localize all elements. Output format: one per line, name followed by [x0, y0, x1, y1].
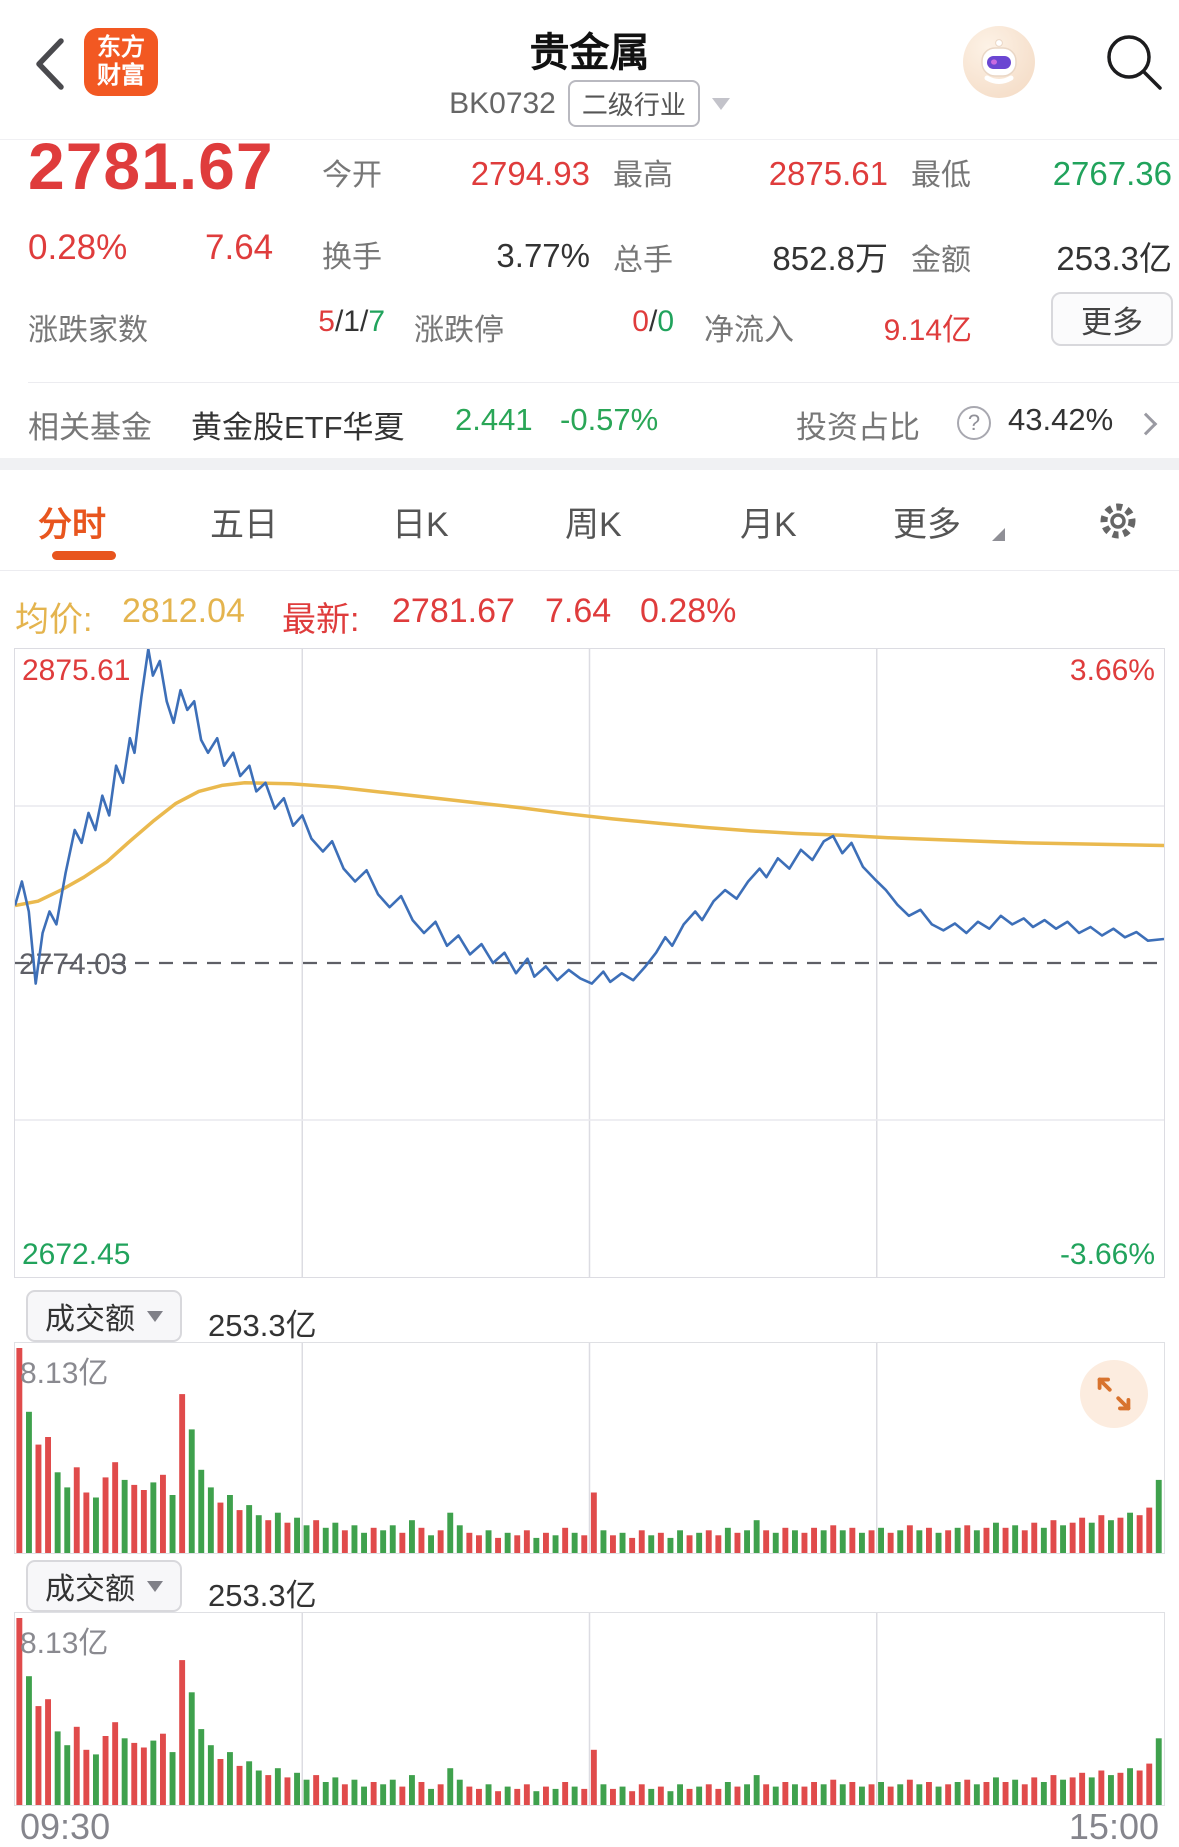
- dropdown-triangle-icon: [147, 1310, 163, 1322]
- limit-value: 0/0: [560, 305, 674, 339]
- volume-total-2: 253.3亿: [208, 1578, 317, 1613]
- volume-indicator-selector[interactable]: 成交额: [26, 1290, 182, 1342]
- volume-pane-2: [14, 1612, 1165, 1806]
- avg-price-label: 均价:: [15, 601, 93, 639]
- expand-arrows-icon: [1097, 1377, 1131, 1411]
- industry-level-tag[interactable]: 二级行业: [567, 80, 700, 127]
- stat-value-volume: 852.8万: [772, 240, 888, 277]
- app-header: 东方 财富 贵金属 BK0732 二级行业: [0, 0, 1179, 140]
- section-divider: [0, 458, 1179, 470]
- sep1: /: [334, 305, 344, 338]
- ratio-value: 43.42%: [1008, 402, 1114, 437]
- dropdown-triangle-icon: [147, 1580, 163, 1592]
- volume-max-label-2: 8.13亿: [20, 1627, 109, 1660]
- logo-line1: 东方: [97, 34, 145, 62]
- stat-label-amount: 金额: [911, 244, 971, 277]
- stat-label-high: 最高: [613, 159, 673, 192]
- stat-value-amount: 253.3亿: [1056, 240, 1172, 277]
- limit-up: 0: [632, 305, 649, 338]
- time-axis-start: 09:30: [20, 1806, 111, 1847]
- change-percent: 0.28%: [28, 228, 128, 267]
- chevron-right-icon[interactable]: [1134, 412, 1158, 436]
- latest-change-abs: 7.64: [545, 592, 612, 630]
- settings-gear-icon[interactable]: [1095, 498, 1141, 544]
- expand-chart-button[interactable]: [1080, 1360, 1148, 1428]
- active-tab-underline: [52, 551, 116, 560]
- corner-triangle-icon: [992, 528, 1005, 541]
- search-icon[interactable]: [1102, 30, 1166, 94]
- divider: [0, 570, 1179, 571]
- tab-weekly-k[interactable]: 周K: [565, 506, 622, 544]
- ratio-label: 投资占比: [796, 410, 920, 445]
- tab-minute-chart[interactable]: 分时: [38, 506, 106, 544]
- volume-total-1: 253.3亿: [208, 1308, 317, 1343]
- volume-indicator-selector-2[interactable]: 成交额: [26, 1560, 182, 1612]
- volume-max-label-1: 8.13亿: [20, 1357, 109, 1390]
- advancers-down: 7: [368, 305, 385, 338]
- tab-daily-k[interactable]: 日K: [392, 506, 449, 544]
- advancers-flat: 1: [343, 305, 360, 338]
- advancers-label: 涨跌家数: [28, 314, 148, 347]
- price-chart[interactable]: 2774.03: [14, 648, 1165, 1278]
- volume-pane-1: [14, 1342, 1165, 1554]
- more-stats-button[interactable]: 更多: [1051, 292, 1173, 346]
- stat-value-high: 2875.61: [768, 155, 888, 192]
- change-absolute: 7.64: [205, 228, 274, 267]
- stat-label-low: 最低: [911, 159, 971, 192]
- assistant-avatar[interactable]: [963, 26, 1035, 98]
- y-axis-pct-low-label: -3.66%: [1059, 1238, 1155, 1271]
- latest-change-pct: 0.28%: [640, 592, 737, 630]
- eastmoney-logo: 东方 财富: [84, 28, 158, 96]
- stat-label-open: 今开: [322, 159, 382, 192]
- y-axis-pct-high-label: 3.66%: [1069, 654, 1155, 687]
- advancers-up: 5: [318, 305, 335, 338]
- sep3: /: [648, 305, 658, 338]
- robot-icon: [981, 39, 1017, 84]
- stat-value-low: 2767.36: [1052, 155, 1172, 192]
- advancers-value: 5/1/7: [250, 305, 385, 339]
- volume-selector-label: 成交额: [45, 1303, 135, 1336]
- limit-label: 涨跌停: [414, 314, 504, 347]
- header-divider: [0, 139, 1179, 140]
- inflow-label: 净流入: [704, 314, 794, 347]
- fund-name[interactable]: 黄金股ETF华夏: [191, 410, 405, 445]
- y-axis-high-label: 2875.61: [22, 654, 131, 687]
- latest-label: 最新:: [282, 601, 360, 639]
- fund-price[interactable]: 2.441: [455, 402, 533, 437]
- page-title: 贵金属: [529, 31, 650, 75]
- last-price: 2781.67: [28, 129, 274, 203]
- tab-five-day[interactable]: 五日: [210, 506, 278, 544]
- fund-label: 相关基金: [28, 410, 152, 445]
- sector-code: BK0732: [449, 86, 556, 120]
- stat-label-turnover: 换手: [322, 241, 382, 274]
- y-axis-low-label: 2672.45: [22, 1238, 131, 1271]
- inflow-value: 9.14亿: [883, 314, 972, 347]
- sep2: /: [359, 305, 369, 338]
- limit-down: 0: [657, 305, 674, 338]
- avg-price-value: 2812.04: [122, 592, 245, 630]
- logo-line2: 财富: [97, 62, 145, 89]
- stat-value-turnover: 3.77%: [496, 237, 590, 274]
- time-axis-end: 15:00: [1068, 1806, 1159, 1847]
- tab-more[interactable]: 更多: [893, 506, 961, 544]
- stat-label-volume: 总手: [613, 244, 673, 277]
- back-icon[interactable]: [30, 36, 70, 92]
- latest-value: 2781.67: [392, 592, 515, 630]
- volume-selector-label-2: 成交额: [45, 1573, 135, 1606]
- help-icon[interactable]: ?: [957, 406, 991, 440]
- divider: [28, 382, 1179, 383]
- tab-monthly-k[interactable]: 月K: [740, 506, 797, 544]
- fund-percent[interactable]: -0.57%: [560, 402, 659, 437]
- stat-value-open: 2794.93: [470, 155, 590, 192]
- chevron-down-icon[interactable]: [711, 97, 730, 110]
